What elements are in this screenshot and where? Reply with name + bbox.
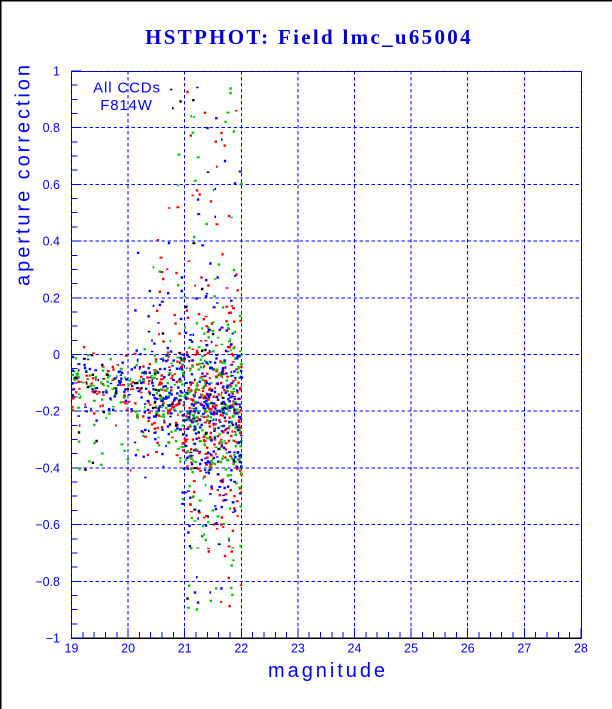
svg-text:−0.4: −0.4: [35, 461, 60, 475]
svg-text:23: 23: [291, 642, 305, 656]
svg-text:0.2: 0.2: [43, 291, 60, 305]
svg-text:aperture correction: aperture correction: [13, 62, 35, 286]
svg-text:0.8: 0.8: [43, 121, 60, 135]
svg-text:0: 0: [53, 348, 60, 362]
svg-text:21: 21: [178, 642, 192, 656]
svg-text:F814W: F814W: [100, 97, 153, 114]
svg-text:26: 26: [461, 642, 475, 656]
svg-text:0.6: 0.6: [43, 178, 60, 192]
svg-text:−0.8: −0.8: [35, 575, 60, 589]
svg-text:28: 28: [574, 642, 588, 656]
svg-text:−0.2: −0.2: [35, 405, 60, 419]
svg-text:magnitude: magnitude: [268, 660, 388, 682]
svg-text:HSTPHOT: Field lmc_u65004: HSTPHOT: Field lmc_u65004: [145, 25, 473, 49]
svg-text:27: 27: [517, 642, 531, 656]
svg-text:25: 25: [404, 642, 418, 656]
svg-text:20: 20: [121, 642, 135, 656]
svg-text:19: 19: [65, 642, 79, 656]
svg-text:−0.6: −0.6: [35, 518, 60, 532]
svg-text:All CCDs: All CCDs: [93, 80, 161, 97]
svg-text:22: 22: [234, 642, 248, 656]
svg-text:1: 1: [53, 65, 60, 79]
svg-text:−1: −1: [46, 632, 60, 646]
svg-text:24: 24: [348, 642, 362, 656]
svg-text:0.4: 0.4: [43, 235, 60, 249]
